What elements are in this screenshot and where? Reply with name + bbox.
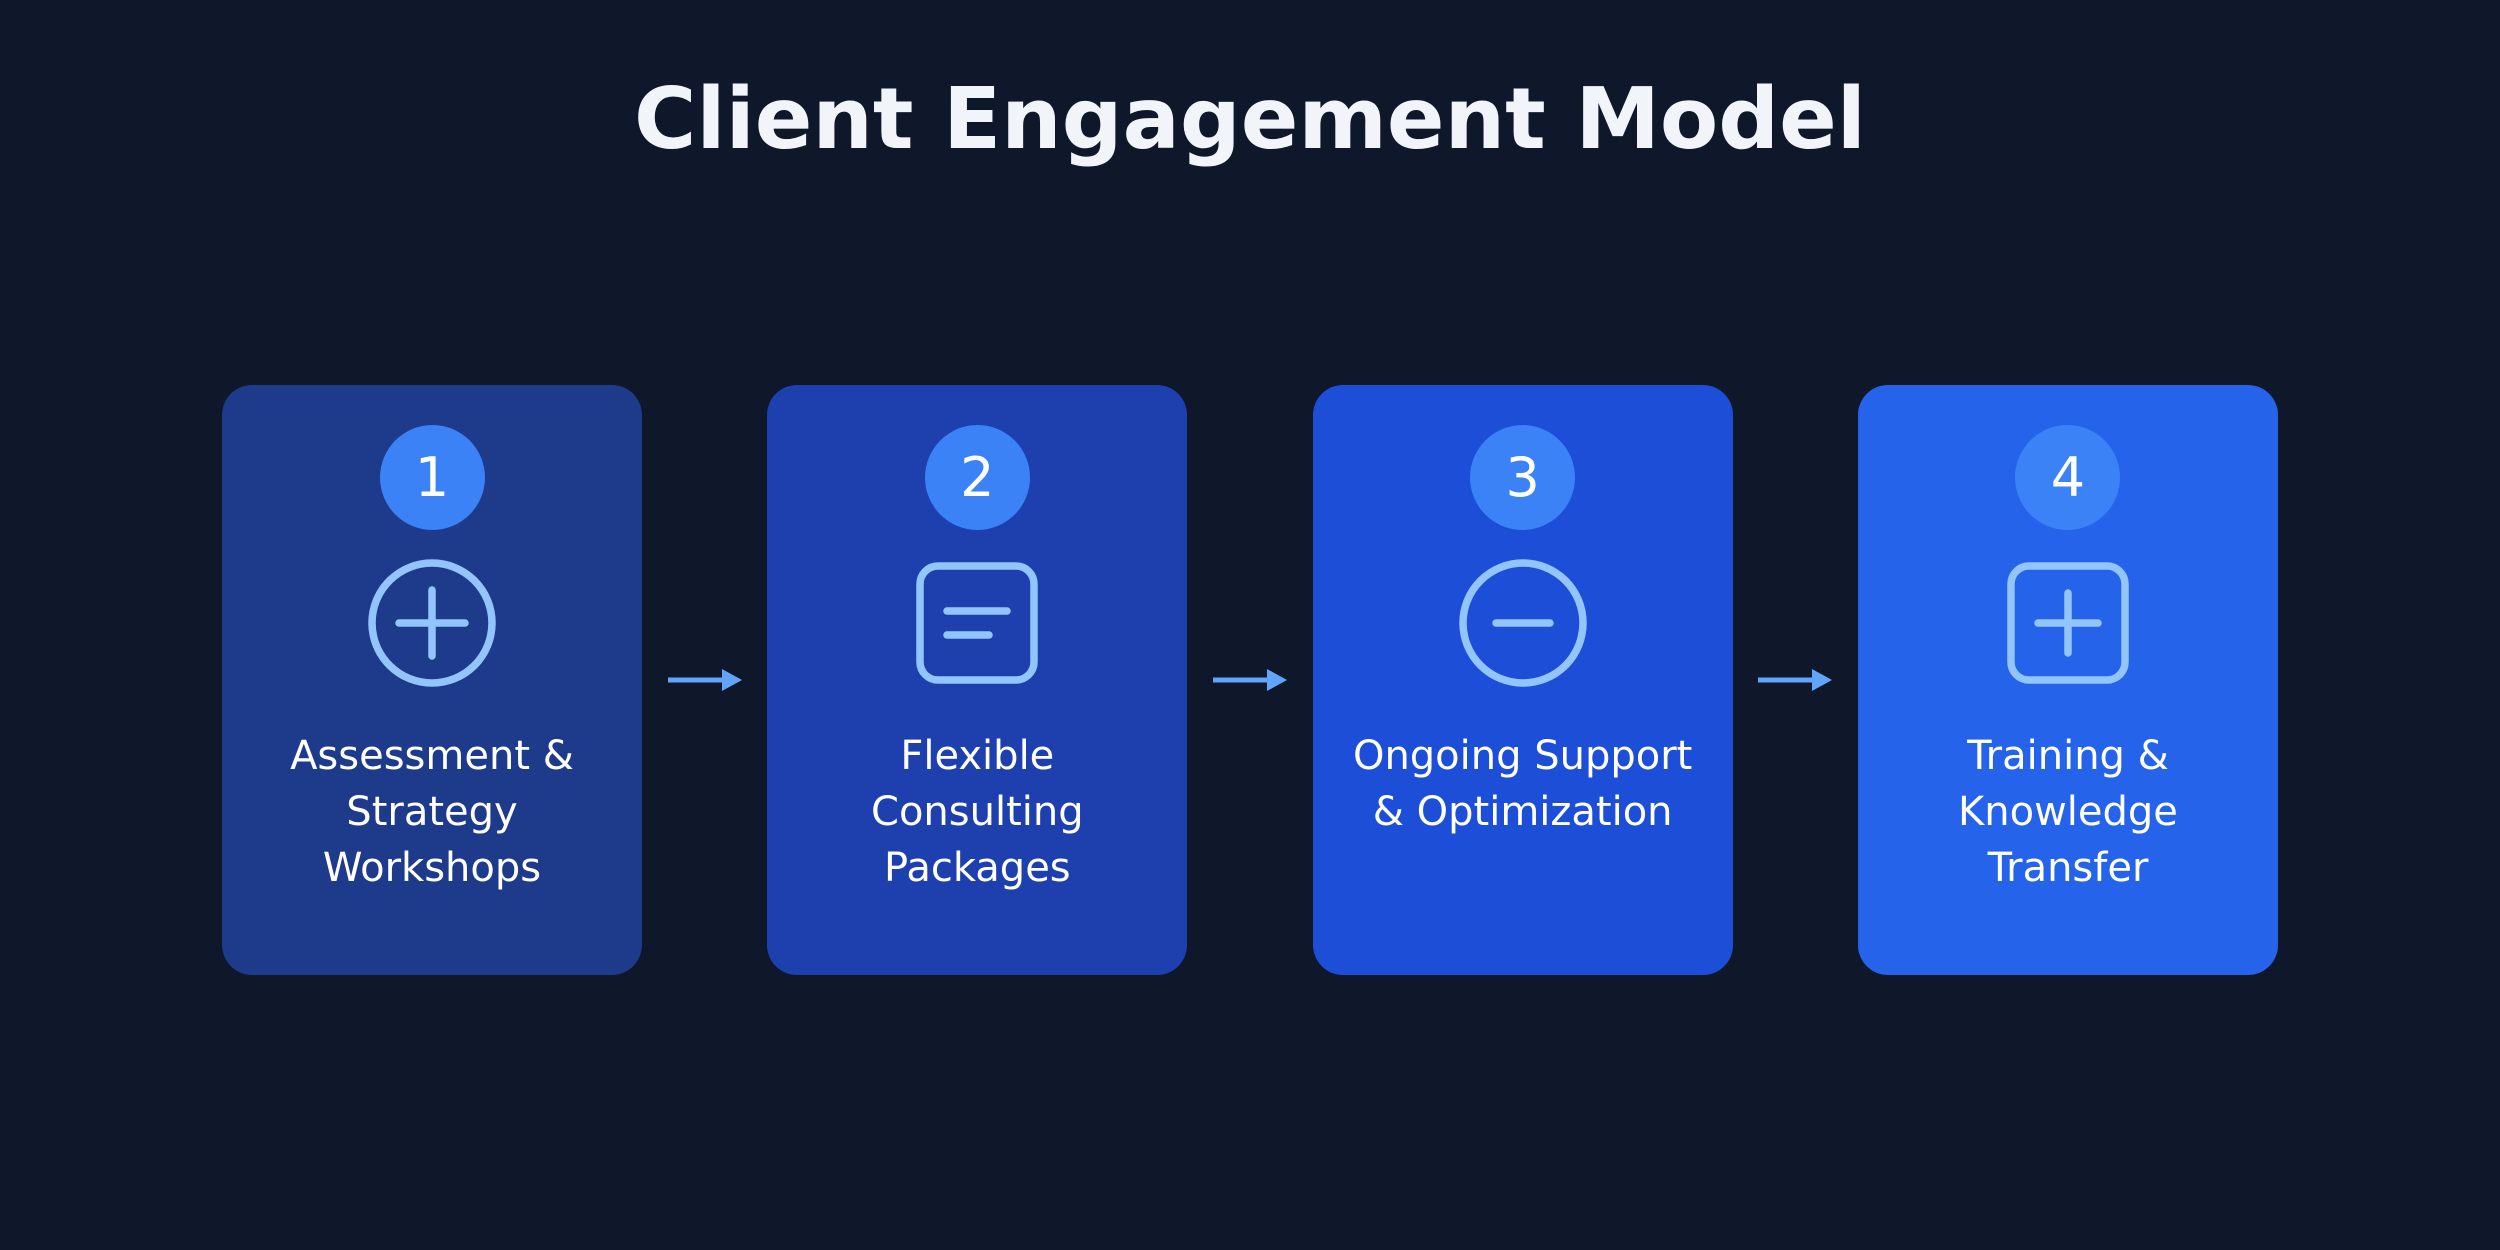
circle-minus-icon — [1448, 548, 1598, 698]
step-card-3: 3 Ongoing Support & Optimization — [1313, 385, 1733, 975]
step-card-2: 2 Flexible Consulting Packages — [767, 385, 1187, 975]
arrow-right-icon — [1213, 666, 1287, 694]
step-number-badge: 2 — [925, 425, 1030, 530]
square-plus-icon — [1993, 548, 2143, 698]
step-card-4: 4 Training & Knowledge Transfer — [1858, 385, 2278, 975]
step-number-badge: 1 — [380, 425, 485, 530]
process-flow: 1 Assessment & Strategy Workshops 2 Flexibl… — [222, 385, 2278, 975]
step-icon — [1448, 548, 1598, 698]
arrow-right-icon — [1758, 666, 1832, 694]
step-card-1: 1 Assessment & Strategy Workshops — [222, 385, 642, 975]
step-label: Ongoing Support & Optimization — [1353, 728, 1693, 840]
step-number-badge: 4 — [2015, 425, 2120, 530]
page: Client Engagement Model 1 Assessment & St… — [0, 0, 2500, 1250]
page-title: Client Engagement Model — [634, 70, 1866, 169]
step-icon — [1993, 548, 2143, 698]
step-label: Flexible Consulting Packages — [807, 728, 1147, 896]
flow-arrow — [642, 666, 767, 694]
circle-plus-icon — [357, 548, 507, 698]
step-icon — [902, 548, 1052, 698]
step-icon — [357, 548, 507, 698]
step-number-badge: 3 — [1470, 425, 1575, 530]
flow-arrow — [1733, 666, 1858, 694]
flow-arrow — [1187, 666, 1312, 694]
arrow-right-icon — [668, 666, 742, 694]
square-lines-icon — [902, 548, 1052, 698]
step-label: Assessment & Strategy Workshops — [262, 728, 602, 896]
step-label: Training & Knowledge Transfer — [1898, 728, 2238, 896]
